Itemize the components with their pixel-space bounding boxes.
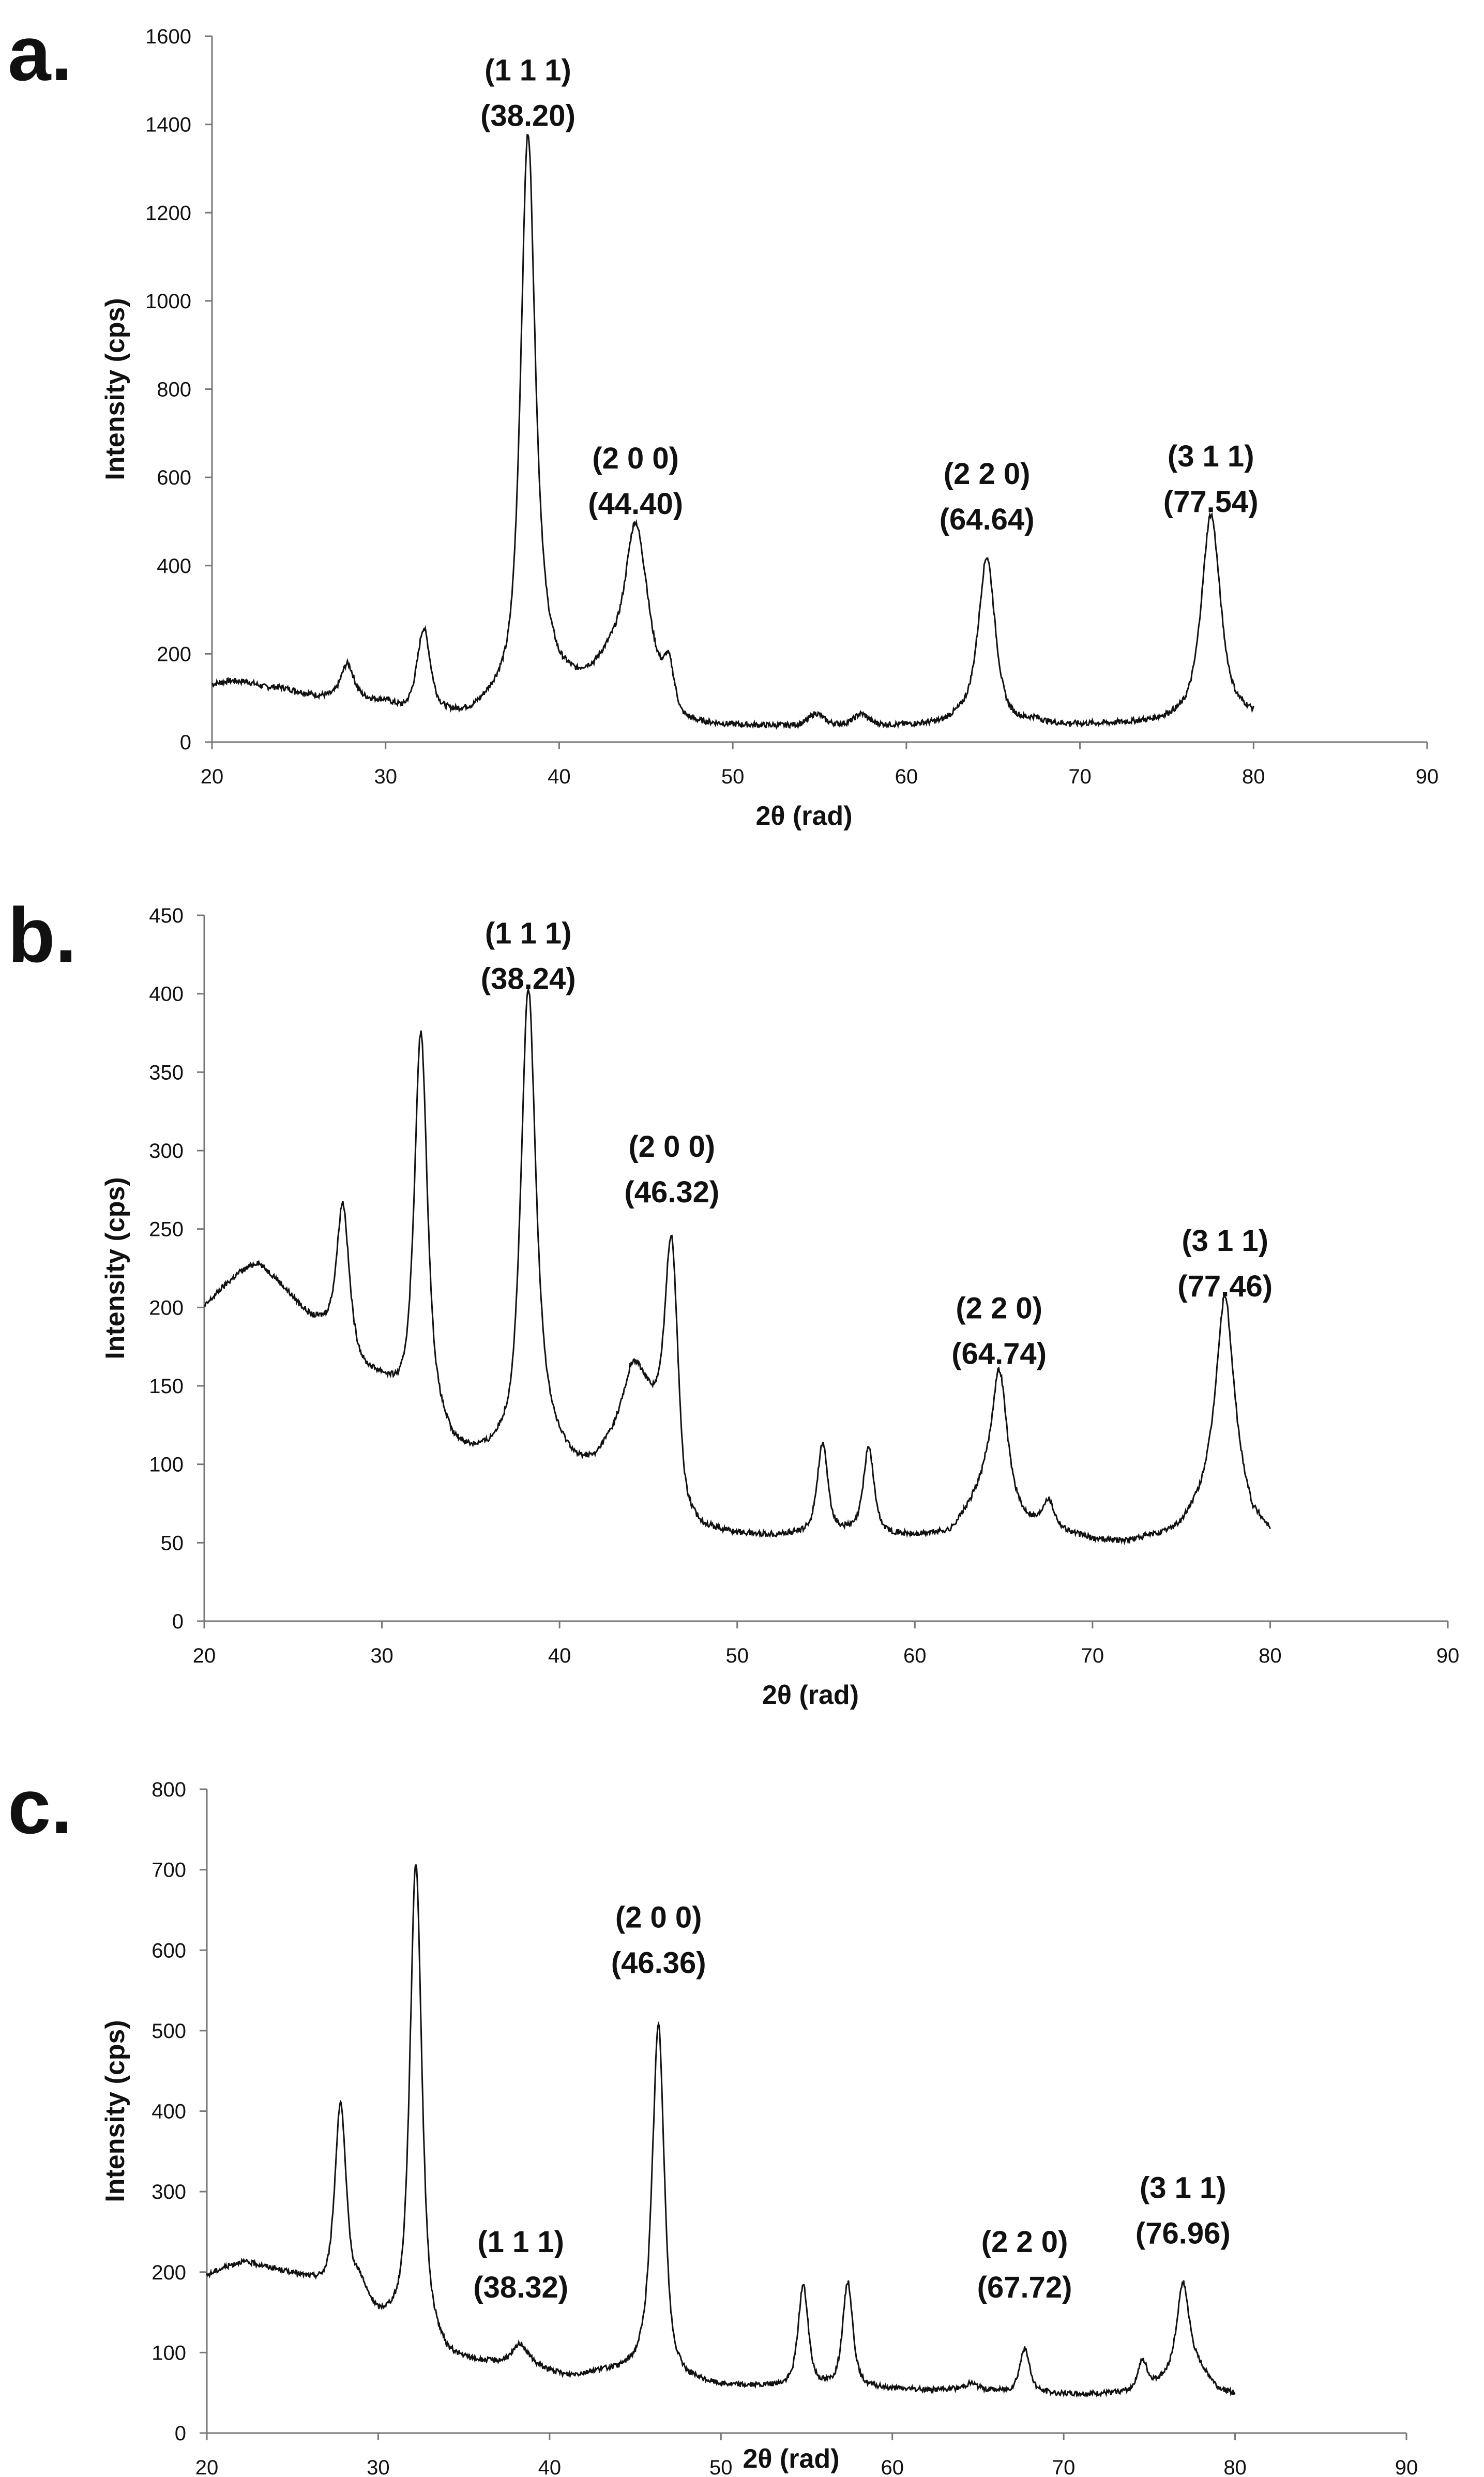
y-axis-label: Intensity (cps) [100, 1177, 130, 1360]
y-tick-label: 600 [157, 466, 191, 489]
x-tick-label: 60 [881, 2456, 904, 2477]
x-axis-label: 2θ (rad) [762, 1680, 859, 1710]
x-tick-label: 80 [1242, 765, 1265, 788]
y-tick-label: 0 [175, 2422, 186, 2445]
x-tick-label: 50 [725, 1644, 749, 1667]
x-tick-label: 80 [1223, 2456, 1247, 2477]
y-tick-label: 400 [152, 2101, 186, 2123]
x-tick-label: 90 [1416, 765, 1439, 788]
y-tick-label: 1400 [145, 114, 191, 137]
x-tick-label: 90 [1395, 2456, 1418, 2477]
xrd-panel-3: c. 0 100 200 300 400 500 600 700 800 20 30 40 50 60 70 8… [8, 1763, 1418, 2477]
peak-position-label: (76.96) [1135, 2217, 1231, 2251]
peak-position-label: (38.20) [480, 99, 576, 132]
xrd-panel-2: b. 0 50 100 150 200 250 300 350 400 450 20 30 40 50 60 7… [8, 892, 1459, 1710]
y-tick-label: 150 [149, 1375, 184, 1398]
y-tick-label: 200 [149, 1296, 184, 1319]
x-tick-label: 20 [201, 765, 224, 788]
peak-hkl-label: (1 1 1) [484, 53, 571, 87]
x-tick-label: 40 [548, 765, 571, 788]
peak-position-label: (44.40) [588, 487, 683, 521]
peak-hkl-label: (2 0 0) [628, 1130, 715, 1164]
x-tick-label: 60 [895, 765, 918, 788]
y-tick-label: 350 [149, 1061, 184, 1084]
y-tick-label: 600 [152, 1939, 186, 1962]
x-tick-label: 30 [374, 765, 397, 788]
peak-hkl-label: (1 1 1) [477, 2225, 564, 2259]
x-tick-label: 50 [721, 765, 745, 788]
xrd-pattern-line [204, 987, 1271, 1546]
x-axis-label: 2θ (rad) [755, 801, 852, 831]
x-tick-label: 80 [1259, 1644, 1282, 1667]
y-tick-label: 50 [161, 1532, 184, 1554]
y-tick-label: 500 [152, 2020, 186, 2043]
x-tick-label: 70 [1052, 2456, 1076, 2477]
xrd-panel-1: a. 0 200 400 600 800 1000 1200 1400 1600 20 30 40 50 6… [8, 10, 1438, 831]
x-tick-label: 70 [1081, 1644, 1104, 1667]
peak-position-label: (64.64) [940, 503, 1035, 536]
x-tick-label: 90 [1436, 1644, 1460, 1667]
y-tick-label: 100 [149, 1454, 184, 1476]
peak-position-label: (67.72) [977, 2271, 1072, 2304]
panel-label: a. [8, 10, 72, 97]
y-axis-label: Intensity (cps) [100, 2020, 130, 2202]
peak-position-label: (77.54) [1163, 485, 1259, 519]
x-axis-label: 2θ (rad) [743, 2444, 839, 2474]
panel-label: c. [8, 1763, 72, 1850]
xrd-pattern-line [206, 1864, 1236, 2398]
y-tick-label: 700 [152, 1859, 186, 1882]
y-tick-label: 1600 [145, 25, 191, 48]
y-tick-label: 0 [180, 731, 191, 754]
x-tick-label: 50 [709, 2456, 733, 2477]
x-tick-label: 30 [370, 1644, 393, 1667]
peak-hkl-label: (2 2 0) [981, 2225, 1068, 2259]
y-tick-label: 200 [157, 643, 191, 666]
x-tick-label: 70 [1068, 765, 1092, 788]
peak-position-label: (77.46) [1177, 1270, 1273, 1303]
x-tick-label: 40 [548, 1644, 571, 1667]
x-tick-label: 40 [538, 2456, 562, 2477]
peak-hkl-label: (3 1 1) [1140, 2171, 1226, 2205]
y-axis-label: Intensity (cps) [100, 298, 130, 480]
peak-position-label: (38.24) [481, 962, 576, 996]
y-tick-label: 300 [149, 1140, 184, 1162]
peak-position-label: (64.74) [951, 1337, 1047, 1371]
y-tick-label: 800 [152, 1778, 186, 1801]
y-tick-label: 400 [157, 555, 191, 578]
x-tick-label: 30 [367, 2456, 390, 2477]
y-tick-label: 0 [172, 1610, 184, 1633]
y-tick-label: 250 [149, 1218, 184, 1241]
y-tick-label: 100 [152, 2342, 186, 2364]
panel-label: b. [8, 892, 77, 978]
y-tick-label: 300 [152, 2181, 186, 2203]
y-tick-label: 450 [149, 904, 184, 927]
y-tick-label: 800 [157, 379, 191, 401]
y-tick-label: 400 [149, 983, 184, 1006]
peak-hkl-label: (2 2 0) [944, 457, 1031, 491]
x-tick-label: 60 [903, 1644, 927, 1667]
xrd-pattern-line [211, 133, 1254, 730]
x-tick-label: 20 [195, 2456, 219, 2477]
x-tick-label: 20 [193, 1644, 216, 1667]
peak-hkl-label: (2 0 0) [615, 1901, 702, 1935]
y-tick-label: 200 [152, 2261, 186, 2284]
peak-hkl-label: (2 0 0) [592, 442, 679, 475]
peak-hkl-label: (3 1 1) [1168, 440, 1254, 473]
y-tick-label: 1200 [145, 202, 191, 224]
peak-position-label: (46.32) [624, 1175, 719, 1209]
peak-position-label: (46.36) [611, 1946, 706, 1980]
peak-position-label: (38.32) [473, 2271, 568, 2304]
peak-hkl-label: (1 1 1) [485, 917, 572, 950]
peak-hkl-label: (2 2 0) [956, 1292, 1042, 1325]
peak-hkl-label: (3 1 1) [1182, 1224, 1268, 1258]
y-tick-label: 1000 [145, 290, 191, 313]
